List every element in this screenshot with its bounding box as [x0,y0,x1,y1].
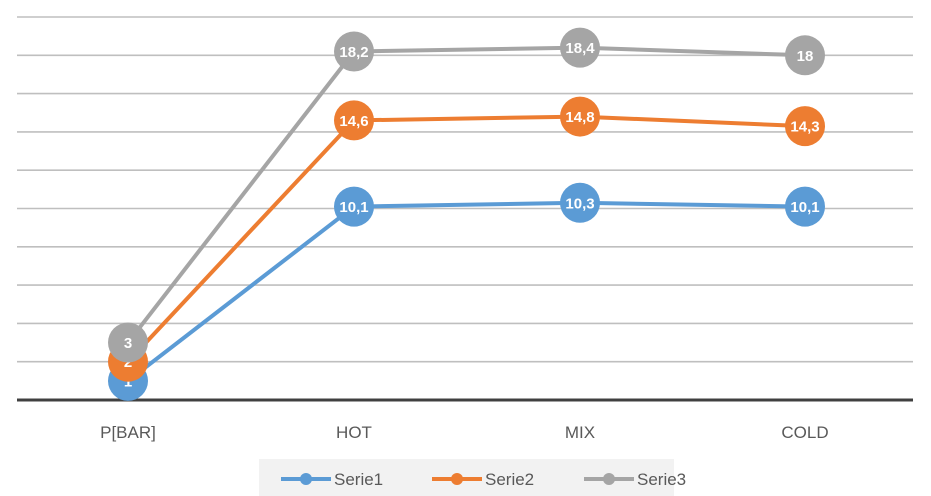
x-tick-label: MIX [565,423,595,442]
data-point [560,96,600,137]
data-label: 10,1 [339,199,368,216]
data-point [334,186,374,227]
data-point [560,27,600,68]
series-line-serie2 [126,114,807,364]
data-point [560,182,600,223]
x-tick-label: COLD [781,423,828,442]
x-tick-label: P[BAR] [100,423,156,442]
legend-marker [451,473,463,485]
data-point [785,35,825,76]
legend-label: Serie2 [485,470,534,489]
data-label: 14,8 [565,109,594,126]
legend-label: Serie1 [334,470,383,489]
series-line-serie3 [126,45,807,345]
series-line-serie1 [126,200,807,383]
data-point [785,106,825,147]
data-label: 18,4 [565,40,595,57]
data-point [108,322,148,363]
legend-marker [300,473,312,485]
series-lines [126,45,807,383]
x-axis: P[BAR] HOT MIX COLD [17,398,913,442]
data-point [785,186,825,227]
data-label: 18,2 [339,44,368,61]
data-label: 10,3 [565,195,594,212]
data-point [334,31,374,72]
legend-marker [603,473,615,485]
data-label: 10,1 [790,199,819,216]
x-tick-label: HOT [336,423,372,442]
data-label: 2 [124,354,132,371]
data-label: 14,6 [339,113,368,130]
data-point [334,100,374,141]
legend-label: Serie3 [637,470,686,489]
legend: Serie1 Serie2 Serie3 [259,459,686,496]
data-label: 14,3 [790,119,819,136]
series-markers: 1 10,1 10,3 10,1 2 14,6 14,8 14,3 3 18,2 18,4 18 [108,27,825,401]
data-label: 3 [124,335,132,352]
data-label: 1 [124,373,132,390]
data-label: 18 [797,48,814,65]
